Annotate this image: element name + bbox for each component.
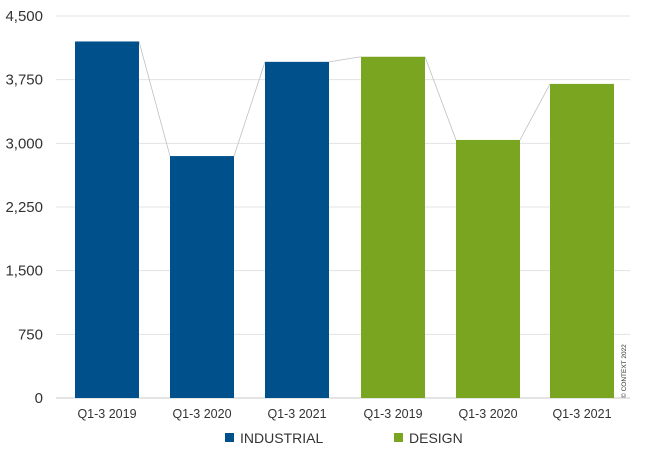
legend-swatch-design xyxy=(394,433,403,442)
bar-design-q1-3-2021 xyxy=(550,83,614,399)
y-tick-label: 4,500 xyxy=(5,8,43,25)
bar-design-q1-3-2020 xyxy=(456,139,520,398)
y-tick-label: 1,500 xyxy=(5,263,43,280)
legend-label-industrial: INDUSTRIAL xyxy=(240,430,323,446)
x-tick-label: Q1-3 2020 xyxy=(458,407,517,421)
legend: INDUSTRIAL DESIGN xyxy=(225,430,463,446)
x-tick-label: Q1-3 2019 xyxy=(363,407,422,421)
copyright-label: © CONTEXT 2022 xyxy=(620,344,628,398)
x-tick-label: Q1-3 2021 xyxy=(267,407,326,421)
y-tick-label: 2,250 xyxy=(5,199,43,216)
bar-connector-line xyxy=(138,41,171,157)
bar-connector-line xyxy=(424,56,457,141)
bar-industrial-q1-3-2019 xyxy=(75,41,139,398)
y-tick-label: 3,750 xyxy=(5,72,43,89)
y-axis: 0 750 1,500 2,250 3,000 3,750 4,500 xyxy=(5,8,43,407)
x-tick-label: Q1-3 2019 xyxy=(77,407,136,421)
x-tick-label: Q1-3 2021 xyxy=(552,407,611,421)
bars xyxy=(75,41,614,399)
bar-connector-line xyxy=(519,83,551,141)
gridlines xyxy=(56,15,630,399)
y-tick-label: 0 xyxy=(35,390,43,407)
bar-industrial-q1-3-2020 xyxy=(170,156,234,398)
legend-swatch-industrial xyxy=(225,433,234,442)
bar-connector-line xyxy=(233,61,266,157)
legend-label-design: DESIGN xyxy=(409,430,463,446)
connector-lines xyxy=(138,41,551,157)
x-axis: Q1-3 2019 Q1-3 2020 Q1-3 2021 Q1-3 2019 Q1-3… xyxy=(77,407,611,421)
bar-connector-line xyxy=(328,56,362,63)
y-tick-label: 3,000 xyxy=(5,135,43,152)
y-tick-label: 750 xyxy=(18,326,43,343)
x-tick-label: Q1-3 2020 xyxy=(172,407,231,421)
bar-design-q1-3-2019 xyxy=(361,56,425,398)
bar-industrial-q1-3-2021 xyxy=(265,61,329,399)
